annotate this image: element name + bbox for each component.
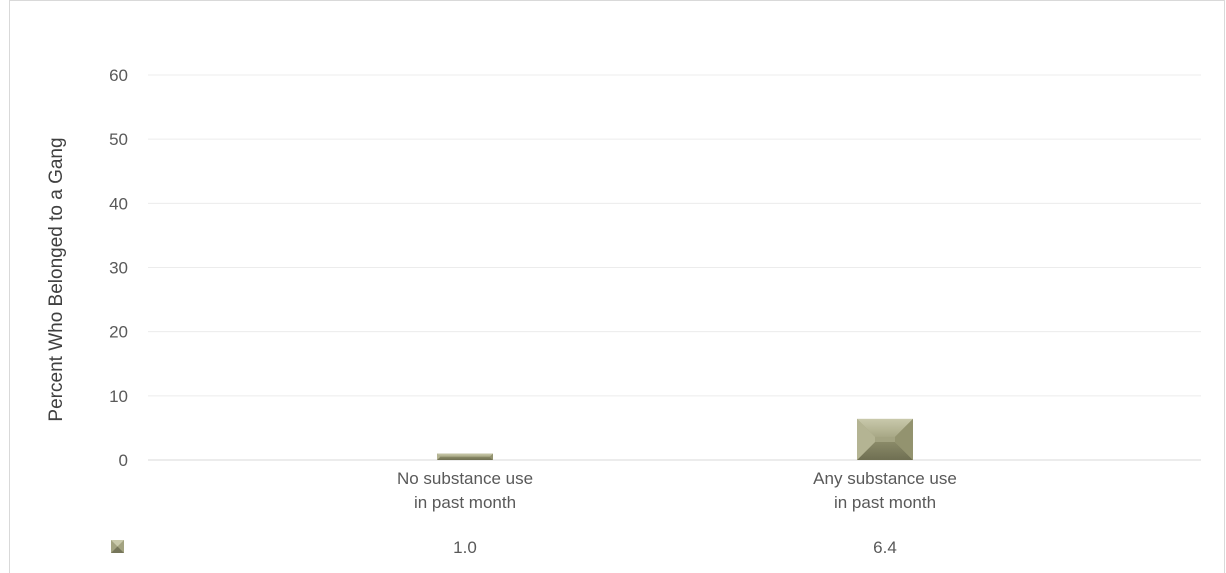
- x-category-label: Any substance use in past month: [813, 469, 957, 512]
- legend-key: [111, 540, 124, 553]
- data-table: 1.0 6.4: [111, 538, 897, 557]
- y-tick-label: 40: [109, 194, 128, 213]
- gridlines: [148, 74, 1201, 397]
- bar: [437, 453, 493, 460]
- y-axis-ticks: 0 10 20 30 40 50 60: [109, 66, 128, 470]
- x-category-label: No substance use in past month: [397, 469, 533, 512]
- y-tick-label: 60: [109, 66, 128, 85]
- bar: [857, 418, 913, 460]
- bars: [437, 418, 913, 460]
- y-tick-label: 30: [109, 259, 128, 278]
- x-axis-categories: No substance use in past month Any substan…: [397, 469, 957, 512]
- y-tick-label: 50: [109, 130, 128, 149]
- data-table-value: 1.0: [453, 538, 477, 557]
- chart-frame: [9, 0, 1225, 573]
- y-tick-label: 20: [109, 323, 128, 342]
- data-table-value: 6.4: [873, 538, 897, 557]
- y-axis-title: Percent Who Belonged to a Gang: [46, 137, 67, 421]
- y-tick-label: 10: [109, 387, 128, 406]
- y-tick-label: 0: [119, 451, 128, 470]
